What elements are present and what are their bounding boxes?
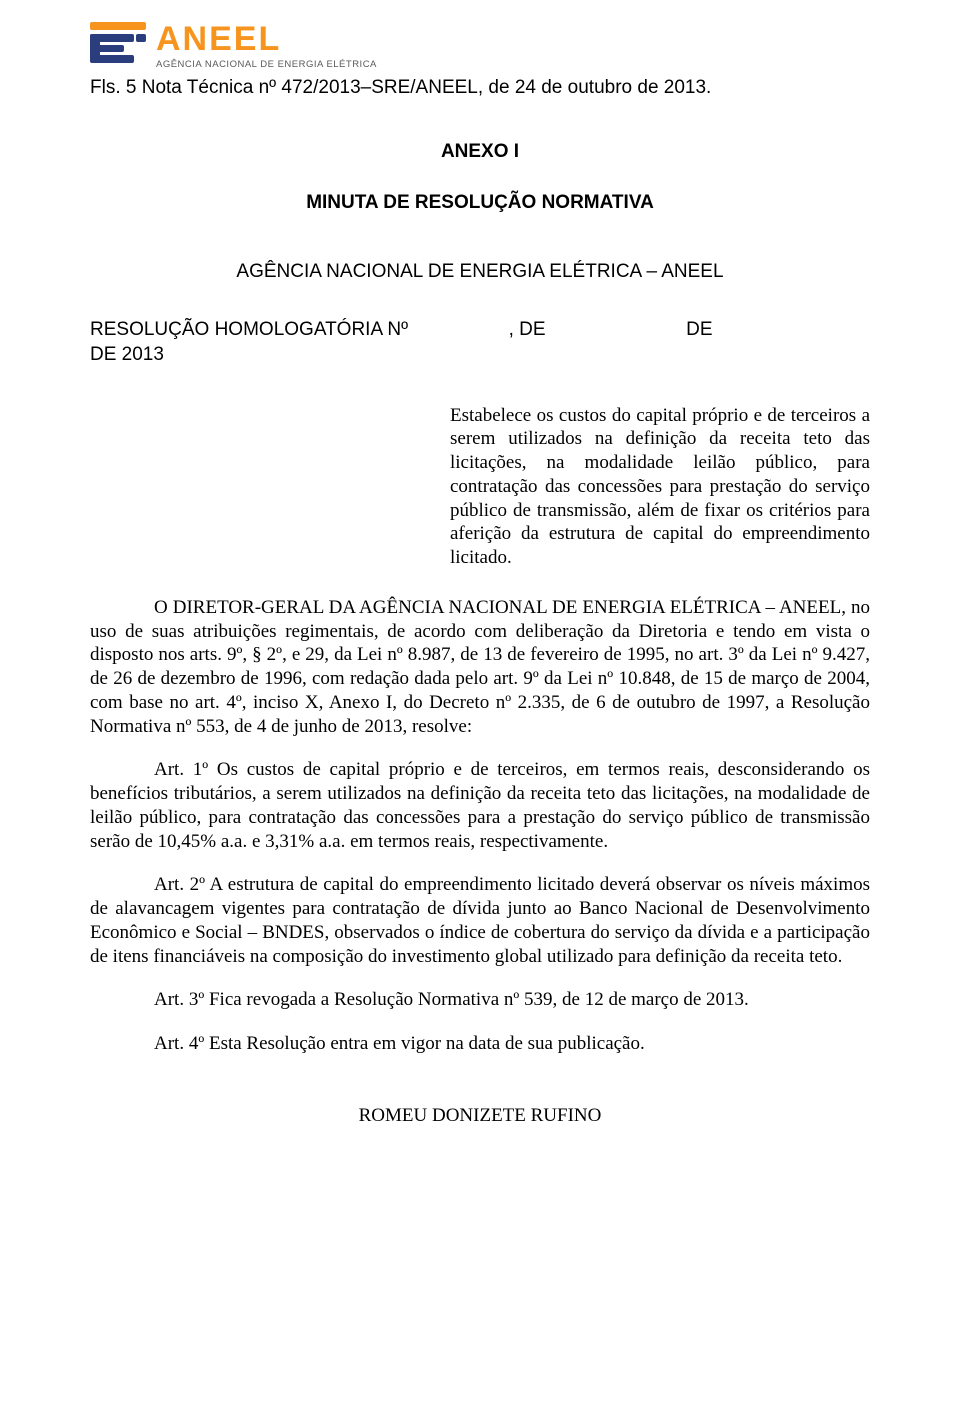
- paragraph-4-text: Art. 3º Fica revogada a Resolução Normat…: [154, 989, 749, 1010]
- annex-title: ANEXO I: [90, 140, 870, 165]
- resolution-de2: DE: [686, 319, 712, 340]
- resolution-prefix: RESOLUÇÃO HOMOLOGATÓRIA Nº: [90, 319, 408, 340]
- paragraph-1-text: O DIRETOR-GERAL DA AGÊNCIA NACIONAL DE E…: [90, 597, 870, 737]
- resolution-line: RESOLUÇÃO HOMOLOGATÓRIA Nº , DE DE DE 20…: [90, 318, 870, 367]
- resolution-de1: , DE: [509, 319, 546, 340]
- logo-block: ANEEL AGÊNCIA NACIONAL DE ENERGIA ELÉTRI…: [90, 20, 870, 70]
- paragraph-3: Art. 2º A estrutura de capital do empree…: [90, 873, 870, 968]
- paragraph-1: O DIRETOR-GERAL DA AGÊNCIA NACIONAL DE E…: [90, 596, 870, 739]
- paragraph-3-text: Art. 2º A estrutura de capital do empree…: [90, 874, 870, 966]
- document-page: ANEEL AGÊNCIA NACIONAL DE ENERGIA ELÉTRI…: [0, 0, 960, 1169]
- paragraph-2-text: Art. 1º Os custos de capital próprio e d…: [90, 759, 870, 851]
- paragraph-5-text: Art. 4º Esta Resolução entra em vigor na…: [154, 1033, 645, 1054]
- ementa-paragraph: Estabelece os custos do capital próprio …: [450, 404, 870, 570]
- signature-name: ROMEU DONIZETE RUFINO: [90, 1104, 870, 1129]
- paragraph-2: Art. 1º Os custos de capital próprio e d…: [90, 758, 870, 853]
- paragraph-5: Art. 4º Esta Resolução entra em vigor na…: [90, 1032, 870, 1056]
- aneel-emblem-icon: [90, 20, 146, 64]
- resolution-year: DE 2013: [90, 344, 164, 365]
- agency-line: AGÊNCIA NACIONAL DE ENERGIA ELÉTRICA – A…: [90, 260, 870, 285]
- logo-text: ANEEL AGÊNCIA NACIONAL DE ENERGIA ELÉTRI…: [156, 20, 377, 70]
- minuta-title: MINUTA DE RESOLUÇÃO NORMATIVA: [90, 191, 870, 216]
- logo-subtitle: AGÊNCIA NACIONAL DE ENERGIA ELÉTRICA: [156, 60, 377, 70]
- paragraph-4: Art. 3º Fica revogada a Resolução Normat…: [90, 988, 870, 1012]
- logo-word: ANEEL: [156, 22, 377, 56]
- fls-line: Fls. 5 Nota Técnica nº 472/2013–SRE/ANEE…: [90, 76, 870, 101]
